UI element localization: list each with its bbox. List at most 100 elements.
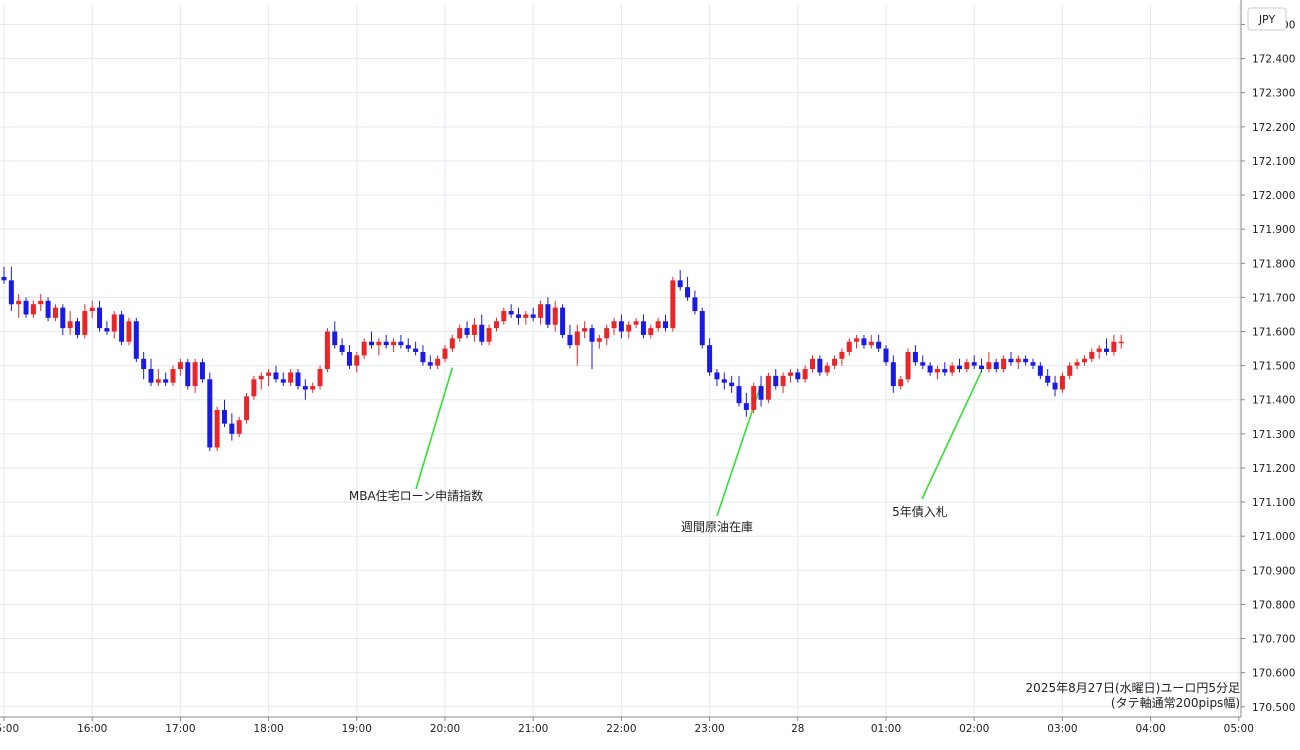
candle-body bbox=[832, 358, 838, 366]
candle bbox=[141, 351, 147, 380]
candle-body bbox=[567, 334, 573, 346]
candle-body bbox=[574, 331, 580, 346]
candle bbox=[596, 334, 602, 349]
candle-body bbox=[596, 338, 602, 342]
y-tick-label: 171.600 bbox=[1252, 327, 1295, 339]
candle bbox=[280, 372, 286, 387]
candle bbox=[736, 375, 742, 407]
y-tick-label: 171.300 bbox=[1252, 429, 1295, 441]
candle bbox=[876, 334, 882, 352]
candle-body bbox=[60, 307, 66, 329]
candle-body bbox=[839, 351, 845, 359]
candle-body bbox=[846, 341, 852, 352]
candle-body bbox=[979, 365, 985, 370]
candle bbox=[1059, 372, 1065, 393]
x-tick-label: 23:00 bbox=[694, 723, 724, 735]
y-tick-label: 172.000 bbox=[1252, 190, 1295, 202]
candle-body bbox=[523, 314, 529, 318]
annotation-label-2: 5年債入札 bbox=[892, 504, 948, 519]
candle-body bbox=[38, 300, 44, 305]
candle-body bbox=[104, 328, 110, 332]
candle bbox=[413, 341, 419, 356]
candle bbox=[361, 338, 367, 359]
candle-body bbox=[1008, 358, 1014, 363]
candle bbox=[898, 375, 904, 390]
candle-body bbox=[354, 355, 360, 366]
candle-body bbox=[479, 324, 485, 342]
candle bbox=[192, 358, 198, 393]
candle-body bbox=[604, 328, 610, 339]
x-axis-ticks: 15:00 16:00 17:00 18:00 19:00 20:00 21:00 22:00… bbox=[0, 717, 1254, 735]
candle bbox=[523, 311, 529, 325]
candle-body bbox=[449, 338, 455, 349]
candle bbox=[1008, 351, 1014, 366]
y-tick-label: 170.700 bbox=[1252, 634, 1295, 646]
candle-body bbox=[729, 382, 735, 387]
candle bbox=[530, 307, 536, 322]
candle-body bbox=[420, 351, 426, 363]
y-tick-label: 171.800 bbox=[1252, 258, 1295, 270]
candle-body bbox=[133, 321, 139, 359]
candle-body bbox=[758, 386, 764, 400]
candle bbox=[905, 348, 911, 383]
annotation-label-0: MBA住宅ローン申請指数 bbox=[349, 488, 483, 503]
candle-body bbox=[1081, 358, 1087, 363]
candle bbox=[618, 314, 624, 339]
candle bbox=[398, 334, 404, 349]
x-tick-label: 18:00 bbox=[253, 723, 283, 735]
candle bbox=[111, 311, 117, 339]
candle-body bbox=[339, 345, 345, 352]
candle-body bbox=[685, 287, 691, 298]
candle-body bbox=[1111, 341, 1117, 352]
candle-body bbox=[185, 362, 191, 387]
candle-body bbox=[97, 307, 103, 329]
candle bbox=[266, 369, 272, 387]
candle bbox=[273, 365, 279, 383]
candle-body bbox=[655, 321, 661, 329]
candle bbox=[758, 375, 764, 407]
x-tick-label: 03:00 bbox=[1047, 723, 1077, 735]
candle bbox=[670, 276, 676, 332]
candle-body bbox=[346, 351, 352, 366]
candle bbox=[640, 314, 646, 339]
candle-body bbox=[810, 358, 815, 370]
candle bbox=[957, 358, 962, 373]
x-tick-label: 15:00 bbox=[0, 723, 19, 735]
candle bbox=[295, 369, 301, 390]
candle bbox=[626, 321, 632, 339]
candle bbox=[310, 382, 316, 393]
candle bbox=[787, 369, 793, 383]
candle bbox=[324, 328, 330, 373]
candle-body bbox=[971, 362, 977, 366]
candle bbox=[104, 321, 110, 335]
candle bbox=[920, 355, 926, 370]
candle bbox=[685, 276, 691, 301]
candle bbox=[604, 324, 610, 346]
candle-body bbox=[192, 362, 198, 387]
candle bbox=[133, 317, 139, 363]
candle bbox=[222, 399, 227, 428]
candle-body bbox=[369, 341, 374, 346]
candle-body bbox=[361, 341, 367, 356]
candle bbox=[839, 348, 845, 366]
currency-badge[interactable] bbox=[1247, 7, 1287, 31]
candle bbox=[185, 358, 191, 390]
annotation-lines bbox=[415, 367, 983, 517]
y-tick-label: 172.300 bbox=[1252, 88, 1295, 100]
candle-body bbox=[52, 307, 58, 318]
candle bbox=[560, 304, 566, 339]
candle bbox=[545, 297, 551, 329]
candle-body bbox=[119, 314, 125, 342]
candle-body bbox=[648, 328, 654, 335]
candle bbox=[934, 365, 940, 380]
candle-body bbox=[1118, 341, 1124, 344]
candle-body bbox=[16, 300, 22, 305]
candle-body bbox=[802, 369, 808, 380]
candle-body bbox=[89, 307, 95, 312]
candle bbox=[883, 345, 889, 366]
candle bbox=[971, 355, 977, 370]
candle bbox=[501, 307, 507, 325]
candle-body bbox=[692, 297, 698, 312]
candle bbox=[288, 369, 294, 387]
